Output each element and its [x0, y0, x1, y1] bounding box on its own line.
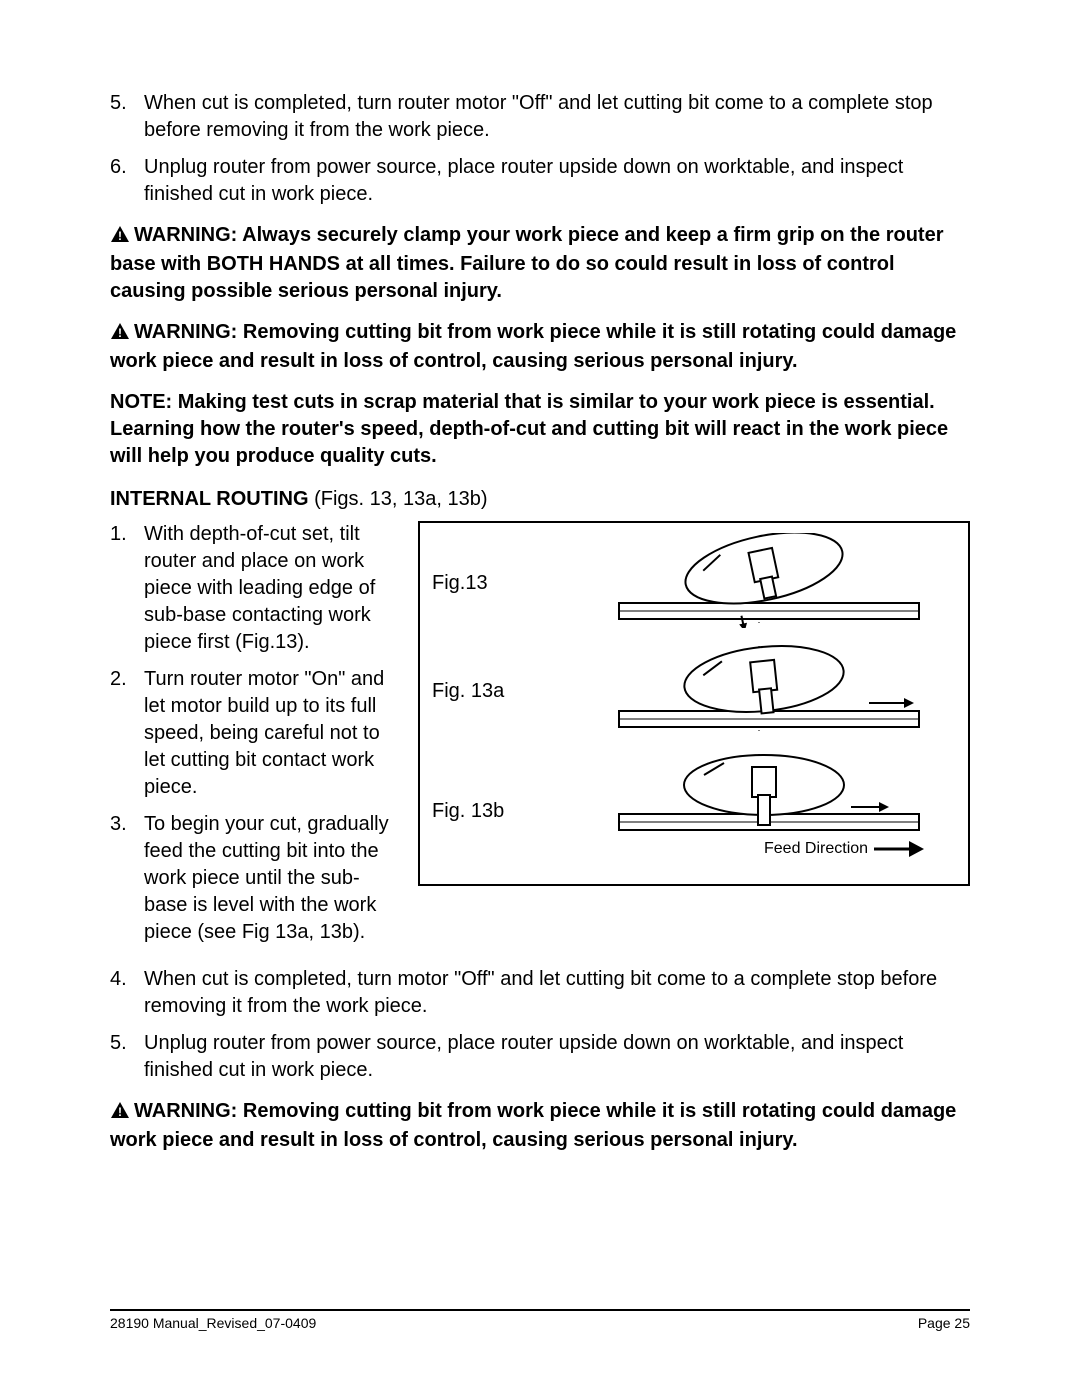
warning-block: ! WARNING: Removing cutting bit from wor…: [110, 319, 970, 375]
list-text: When cut is completed, turn router motor…: [144, 90, 970, 144]
figure-illustration: [522, 533, 956, 633]
figure-label: Fig.13: [432, 572, 522, 595]
warning-block: ! WARNING: Removing cutting bit from wor…: [110, 1098, 970, 1154]
section-heading: INTERNAL ROUTING (Figs. 13, 13a, 13b): [110, 488, 970, 511]
page-footer: 28190 Manual_Revised_07-0409 Page 25: [110, 1309, 970, 1331]
list-text: Unplug router from power source, place r…: [144, 1030, 970, 1084]
warning-block: ! WARNING: Always securely clamp your wo…: [110, 222, 970, 305]
list-text: With depth-of-cut set, tilt router and p…: [144, 521, 400, 656]
right-column: Fig.13: [418, 521, 970, 956]
footer-right: Page 25: [918, 1315, 970, 1331]
warning-icon: !: [110, 1100, 130, 1127]
list-number: 4.: [110, 966, 144, 1020]
list-number: 6.: [110, 154, 144, 208]
svg-text:!: !: [118, 326, 122, 340]
list-item: 5. When cut is completed, turn router mo…: [110, 90, 970, 144]
svg-text:!: !: [118, 229, 122, 243]
top-list: 5. When cut is completed, turn router mo…: [110, 90, 970, 208]
figure-box: Fig.13: [418, 521, 970, 886]
figure-row: Fig. 13b: [432, 749, 956, 874]
figure-illustration: [522, 641, 956, 741]
footer-left: 28190 Manual_Revised_07-0409: [110, 1315, 316, 1331]
list-number: 2.: [110, 666, 144, 801]
warning-text: WARNING: Removing cutting bit from work …: [110, 321, 956, 372]
warning-text: WARNING: Removing cutting bit from work …: [110, 1100, 956, 1151]
continued-list: 4. When cut is completed, turn motor "Of…: [110, 966, 970, 1084]
warning-text: WARNING: Always securely clamp your work…: [110, 224, 943, 302]
list-item: 4. When cut is completed, turn motor "Of…: [110, 966, 970, 1020]
left-column: 1. With depth-of-cut set, tilt router an…: [110, 521, 400, 956]
list-item: 1. With depth-of-cut set, tilt router an…: [110, 521, 400, 656]
section-title-rest: (Figs. 13, 13a, 13b): [309, 488, 488, 510]
figure-row: Fig.13: [432, 533, 956, 633]
warning-icon: !: [110, 321, 130, 348]
figure-label: Fig. 13a: [432, 680, 522, 703]
list-number: 1.: [110, 521, 144, 656]
warning-icon: !: [110, 224, 130, 251]
list-item: 5. Unplug router from power source, plac…: [110, 1030, 970, 1084]
list-text: Turn router motor "On" and let motor bui…: [144, 666, 400, 801]
list-item: 6. Unplug router from power source, plac…: [110, 154, 970, 208]
feed-direction-label: Feed Direction: [764, 840, 868, 857]
figure-label: Fig. 13b: [432, 800, 522, 823]
page: 5. When cut is completed, turn router mo…: [0, 0, 1080, 1375]
note-text: NOTE: Making test cuts in scrap material…: [110, 391, 948, 467]
svg-text:!: !: [118, 1105, 122, 1119]
list-number: 5.: [110, 90, 144, 144]
list-text: To begin your cut, gradually feed the cu…: [144, 811, 400, 946]
figure-illustration: Feed Direction: [522, 749, 956, 874]
list-item: 2. Turn router motor "On" and let motor …: [110, 666, 400, 801]
list-text: When cut is completed, turn motor "Off" …: [144, 966, 970, 1020]
list-number: 5.: [110, 1030, 144, 1084]
figure-row: Fig. 13a: [432, 641, 956, 741]
list-item: 3. To begin your cut, gradually feed the…: [110, 811, 400, 946]
list-text: Unplug router from power source, place r…: [144, 154, 970, 208]
list-number: 3.: [110, 811, 144, 946]
note-block: NOTE: Making test cuts in scrap material…: [110, 389, 970, 470]
section-title-bold: INTERNAL ROUTING: [110, 488, 309, 510]
two-column-region: 1. With depth-of-cut set, tilt router an…: [110, 521, 970, 956]
